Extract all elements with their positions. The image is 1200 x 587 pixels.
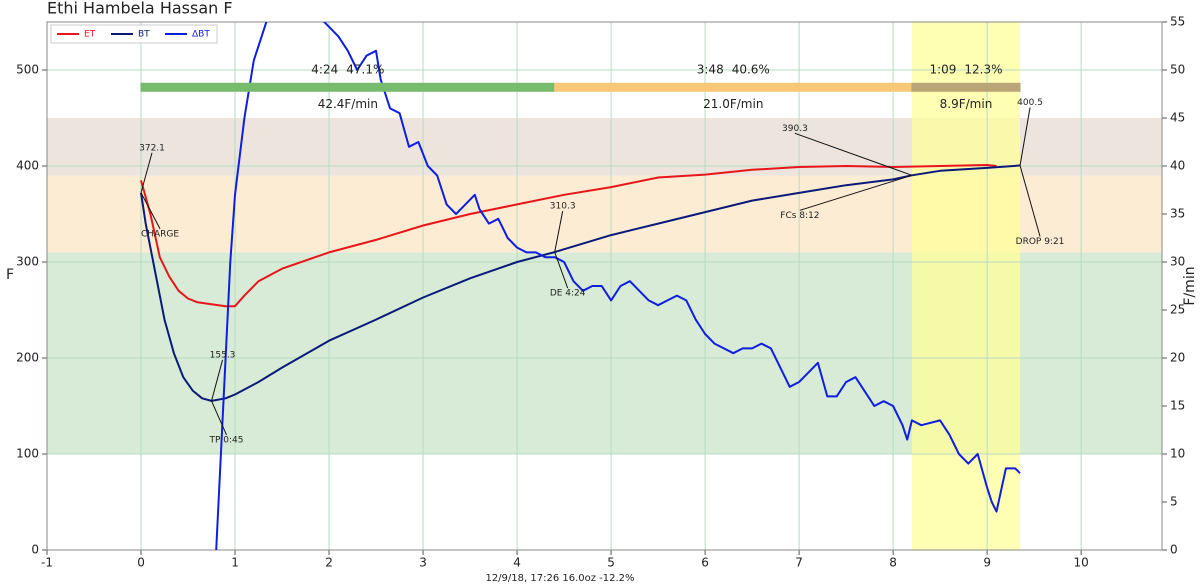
x-tick-label: 0 <box>137 556 145 570</box>
annotation-value: 372.1 <box>139 143 165 153</box>
phase-time: 3:48 <box>697 62 724 76</box>
y2-tick-label: 55 <box>1170 15 1185 29</box>
annotation-value: 400.5 <box>1017 98 1043 108</box>
phase-rate: 42.4F/min <box>318 97 378 111</box>
plot-frame <box>46 21 1163 551</box>
annotation-leader <box>554 211 564 253</box>
phase-percent: 47.1% <box>346 62 384 76</box>
y-axis-label: F <box>6 267 14 283</box>
y2-tick-label: 25 <box>1170 303 1185 317</box>
x-tick-label: 2 <box>325 556 333 570</box>
phase-time: 4:24 <box>311 62 338 76</box>
x-tick-label: 10 <box>1074 556 1089 570</box>
phase-label: 1:09 12.3% <box>929 62 1002 76</box>
legend-box <box>50 24 218 44</box>
series-line <box>215 22 1021 550</box>
y2-tick-label: 40 <box>1170 159 1185 173</box>
y2-tick-label: 5 <box>1170 495 1178 509</box>
y2-tick-label: 15 <box>1170 399 1185 413</box>
y2-tick-label: 35 <box>1170 207 1185 221</box>
phase-time: 1:09 <box>929 62 956 76</box>
annotation-leader <box>140 192 161 230</box>
annotation-leader <box>794 132 913 176</box>
y2-axis-label: F/min <box>1182 266 1198 305</box>
chart-title: Ethi Hambela Hassan F <box>47 0 233 18</box>
series-line <box>140 164 997 308</box>
y2-tick-label: 0 <box>1170 543 1178 557</box>
phase-label: 3:48 40.6% <box>697 62 770 76</box>
annotation-leader <box>211 359 224 402</box>
annotation-leader <box>799 174 913 211</box>
annotation-event: FCs 8:12 <box>780 211 819 221</box>
legend: ET BT ΔBT <box>50 24 218 44</box>
x-tick-label: -1 <box>41 556 53 570</box>
annotation-value: 155.3 <box>210 350 236 360</box>
annotation-value: 390.3 <box>782 124 808 134</box>
annotation-leader <box>140 152 153 193</box>
annotation-leader <box>211 400 227 436</box>
annotation-event: DE 4:24 <box>550 289 586 299</box>
y-tick-label: 500 <box>16 63 39 77</box>
y-tick-label: 200 <box>16 351 39 365</box>
plot-area <box>140 22 1021 550</box>
legend-label: ΔBT <box>192 30 210 40</box>
y2-tick-label: 20 <box>1170 351 1185 365</box>
annotation-value: 310.3 <box>550 202 576 212</box>
phase-rate: 8.9F/min <box>940 97 993 111</box>
annotation-event: TP 0:45 <box>209 435 244 445</box>
x-tick-label: 8 <box>889 556 897 570</box>
phase-bar <box>911 82 1021 92</box>
series-line <box>140 164 1021 402</box>
y-tick-label: 0 <box>31 543 39 557</box>
phase-percent: 40.6% <box>732 62 770 76</box>
y-tick-label: 100 <box>16 447 39 461</box>
annotation-leader <box>1019 107 1031 166</box>
x-tick-label: 7 <box>795 556 803 570</box>
annotation-event: CHARGE <box>141 229 179 239</box>
y2-tick-label: 50 <box>1170 63 1185 77</box>
y2-tick-label: 45 <box>1170 111 1185 125</box>
annotation-event: DROP 9:21 <box>1016 237 1065 247</box>
y2-tick-label: 30 <box>1170 255 1185 269</box>
x-tick-label: 6 <box>701 556 709 570</box>
legend-label: ET <box>84 30 96 40</box>
phase-percent: 12.3% <box>964 62 1002 76</box>
x-tick-label: 9 <box>983 556 991 570</box>
x-tick-label: 3 <box>419 556 427 570</box>
y-tick-label: 400 <box>16 159 39 173</box>
y2-tick-label: 10 <box>1170 447 1185 461</box>
x-tick-label: 1 <box>231 556 239 570</box>
footer: 12/9/18, 17:26 16.0oz -12.2% <box>485 573 634 584</box>
x-tick-label: 4 <box>513 556 521 570</box>
phase-rate: 21.0F/min <box>703 97 763 111</box>
x-tick-label: 5 <box>607 556 615 570</box>
legend-label: BT <box>138 30 150 40</box>
annotation-leader <box>1019 165 1041 237</box>
phase-bar <box>140 82 556 92</box>
phase-bar <box>554 82 913 92</box>
y-tick-label: 300 <box>16 255 39 269</box>
phase-label: 4:24 47.1% <box>311 62 384 76</box>
annotation-leader <box>554 251 569 289</box>
